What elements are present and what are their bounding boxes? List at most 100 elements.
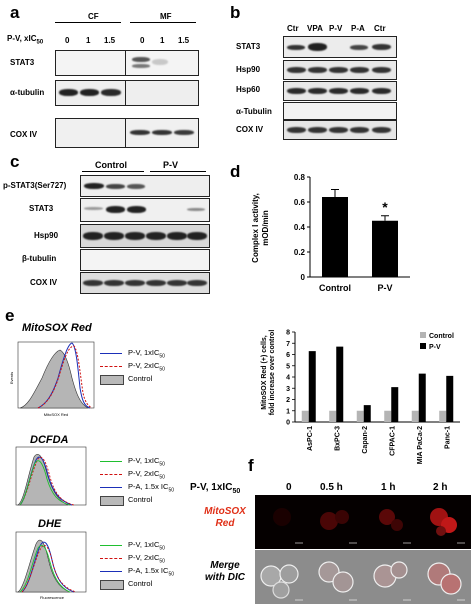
legend-box-control-dcfda [100, 496, 124, 506]
chart-e-category-label: AsPC-1 [307, 426, 314, 451]
legend-text-control-dhe: Control [128, 579, 153, 588]
f-row-header: P-V, 1xIC50 [190, 482, 241, 495]
timepoint-05h: 0.5 h [320, 482, 343, 493]
complex-i-chart: 0 0.2 0.4 0.6 0.8 Control P-V * [294, 173, 410, 293]
chart-e-ytick-label: 6 [286, 352, 290, 359]
legend-line-pv1-mitosox [100, 353, 122, 354]
blot-label-pstat3-c: p-STAT3(Ser727) [3, 181, 67, 190]
chart-e-category-label: CFPAC-1 [389, 426, 396, 456]
chart-e-bar [411, 410, 419, 422]
blot-label-cox-c: COX IV [30, 278, 58, 287]
blot-b-hsp90 [283, 60, 397, 80]
chart-e-bar [418, 373, 426, 422]
merge-image-0 [255, 550, 309, 604]
dose-0: 0 [65, 36, 70, 45]
blot-b-cox [283, 120, 397, 140]
lane-vpa: VPA [307, 24, 323, 33]
chart-e-category-label: Panc-1 [444, 426, 451, 449]
chart-e-bar [439, 410, 447, 422]
timepoint-2h: 2 h [433, 482, 448, 493]
dcfda-histogram [15, 446, 87, 506]
chart-e-bar [363, 405, 371, 422]
chart-d-bar [322, 197, 348, 277]
chart-e-ylabel: MitoSOX Red (+) cells, fold increase over… [261, 329, 276, 416]
blot-c-pstat3 [80, 175, 210, 197]
blot-label-hsp90-c: Hsp90 [34, 231, 59, 240]
control-underline [82, 171, 144, 172]
chart-d-ytick-label: 0.2 [294, 248, 306, 257]
legend-text-pv2-dhe: P-V, 2xIC50 [128, 553, 165, 565]
panel-label-a: a [10, 3, 20, 22]
blot-a-stat3 [55, 50, 199, 76]
group-label-cf: CF [88, 12, 99, 21]
chart-d-category-label: P-V [377, 283, 392, 293]
blot-a-cox [55, 118, 199, 148]
chart-e-legend-label: Control [429, 333, 454, 340]
chart-e-ytick-label: 1 [286, 408, 290, 415]
chart-e-bar [301, 410, 309, 422]
blot-c-btubulin [80, 249, 210, 271]
legend-line-pa-dhe [100, 571, 122, 572]
dhe-x-axis: Fluorescence [40, 595, 65, 600]
chart-e-bar [336, 346, 344, 422]
chart-d-ytick-label: 0 [301, 273, 306, 282]
chart-e-bar [329, 410, 337, 422]
chart-e-bar [308, 351, 316, 422]
mitosox-fold-chart: 0 1 2 3 4 5 6 7 8 AsPC-1 BxPC-3 Capan-2 CFPAC-1 MIA P… [286, 330, 460, 464]
chart-d-ytick-label: 0.6 [294, 198, 306, 207]
chart-d-category-label: Control [319, 283, 351, 293]
chart-e-legend-label: P-V [429, 344, 441, 351]
panel-label-b: b [230, 3, 241, 22]
blot-label-cox-a: COX IV [10, 130, 38, 139]
chart-e-ytick-label: 0 [286, 420, 290, 427]
panel-label-e: e [5, 306, 15, 325]
blot-label-cox-b: COX IV [236, 125, 264, 134]
legend-text-pv1-dhe: P-V, 1xIC50 [128, 540, 165, 552]
legend-text-pa-dhe: P-A, 1.5x IC50 [128, 566, 174, 578]
chart-e-category-label: BxPC-3 [334, 426, 341, 451]
blot-a-tubulin [55, 80, 199, 106]
legend-text-control-dcfda: Control [128, 495, 153, 504]
legend-line-pv1-dcfda [100, 461, 122, 462]
blot-c-cox [80, 272, 210, 294]
dose-1: 1 [86, 36, 91, 45]
legend-text-control-mitosox: Control [128, 374, 153, 383]
blot-label-stat3-b: STAT3 [236, 42, 261, 51]
dose-3: 0 [140, 36, 145, 45]
blot-label-stat3-c: STAT3 [29, 204, 54, 213]
dose-2: 1.5 [104, 36, 116, 45]
chart-e-ytick-label: 7 [286, 341, 290, 348]
legend-text-pv1-mitosox: P-V, 1xIC50 [128, 348, 165, 360]
mitosox-image-1h [363, 495, 417, 549]
blot-label-stat3-a: STAT3 [10, 58, 35, 67]
chart-e-bar [384, 410, 392, 422]
chart-e-legend-swatch [420, 343, 426, 349]
lane-ctr-2: Ctr [374, 24, 386, 33]
chart-d-ytick-label: 0.8 [294, 173, 306, 182]
legend-line-pv1-dhe [100, 545, 122, 546]
merge-image-1h [363, 550, 417, 604]
legend-box-control-dhe [100, 580, 124, 590]
chart-e-bar [356, 410, 364, 422]
blot-b-stat3 [283, 36, 397, 58]
legend-line-pv2-mitosox [100, 366, 122, 367]
chart-e-ytick-label: 2 [286, 397, 290, 404]
blot-b-tubulin [283, 102, 397, 120]
legend-line-pv2-dhe [100, 558, 122, 559]
group-label-control-c: Control [95, 160, 127, 170]
legend-box-control-mitosox [100, 375, 124, 385]
timepoint-0: 0 [286, 482, 292, 493]
dose-4: 1 [160, 36, 165, 45]
blot-label-hsp60-b: Hsp60 [236, 85, 261, 94]
dhe-histogram: Fluorescence [15, 531, 87, 600]
chart-e-category-label: Capan-2 [362, 426, 369, 454]
lane-pa: P-A [351, 24, 365, 33]
dcfda-title: DCFDA [30, 434, 69, 446]
mf-underline [130, 22, 196, 23]
group-label-pv-c: P-V [163, 160, 179, 170]
mitosox-title: MitoSOX Red [22, 322, 92, 334]
chart-e-bar [446, 375, 454, 422]
blot-label-tubulin-a: α-tubulin [10, 88, 45, 97]
legend-text-pv2-mitosox: P-V, 2xIC50 [128, 361, 165, 373]
pv-underline [150, 171, 206, 172]
